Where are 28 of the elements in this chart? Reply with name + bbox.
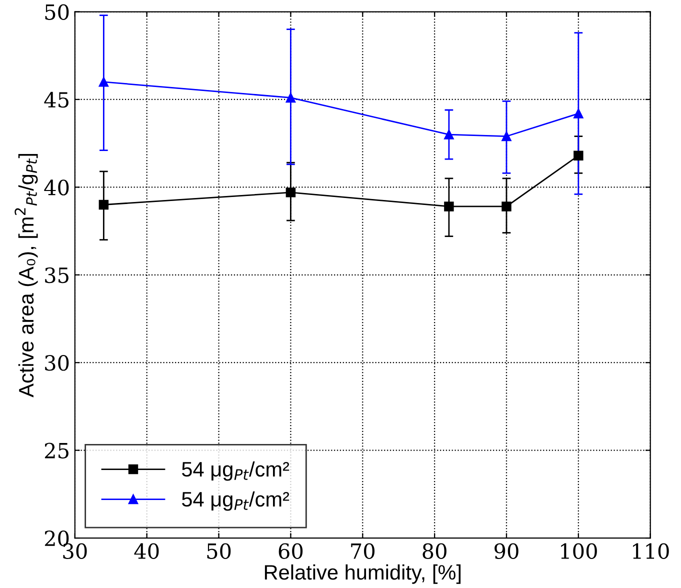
y-tick-label: 40 — [44, 180, 69, 196]
point — [502, 202, 512, 212]
point — [286, 92, 296, 103]
point — [574, 108, 584, 118]
y-axis-title: Active area (A₀), [m$^{2}$$_{Pt}$/g$_{Pt}$] — [14, 154, 38, 398]
y-tick-label: 30 — [45, 355, 69, 371]
x-tick-label: 110 — [633, 543, 669, 560]
y-tick-label: 35 — [45, 267, 68, 284]
point — [98, 200, 109, 210]
point — [286, 188, 296, 198]
legend-label: 54 μg$_{Pt}$/cm² — [182, 461, 290, 481]
y-tick-label: 25 — [44, 442, 68, 459]
x-tick-label: 100 — [561, 543, 597, 560]
x-tick-label: 80 — [422, 543, 446, 560]
x-tick-label: 50 — [207, 543, 231, 560]
x-axis-title: Relative humidity, [%] — [264, 564, 461, 584]
point — [574, 150, 584, 160]
point — [502, 131, 512, 142]
y-tick-label: 50 — [45, 4, 69, 20]
x-tick-label: 90 — [494, 543, 518, 560]
x-tick-label: 70 — [351, 543, 375, 560]
point — [444, 130, 454, 140]
x-tick-label: 40 — [134, 543, 159, 560]
legend-label: 54 μg$_{Pt}$/cm² — [182, 491, 290, 511]
point — [98, 77, 109, 87]
x-tick-label: 60 — [278, 543, 303, 560]
point — [444, 202, 454, 212]
y-tick-label: 45 — [44, 92, 68, 108]
